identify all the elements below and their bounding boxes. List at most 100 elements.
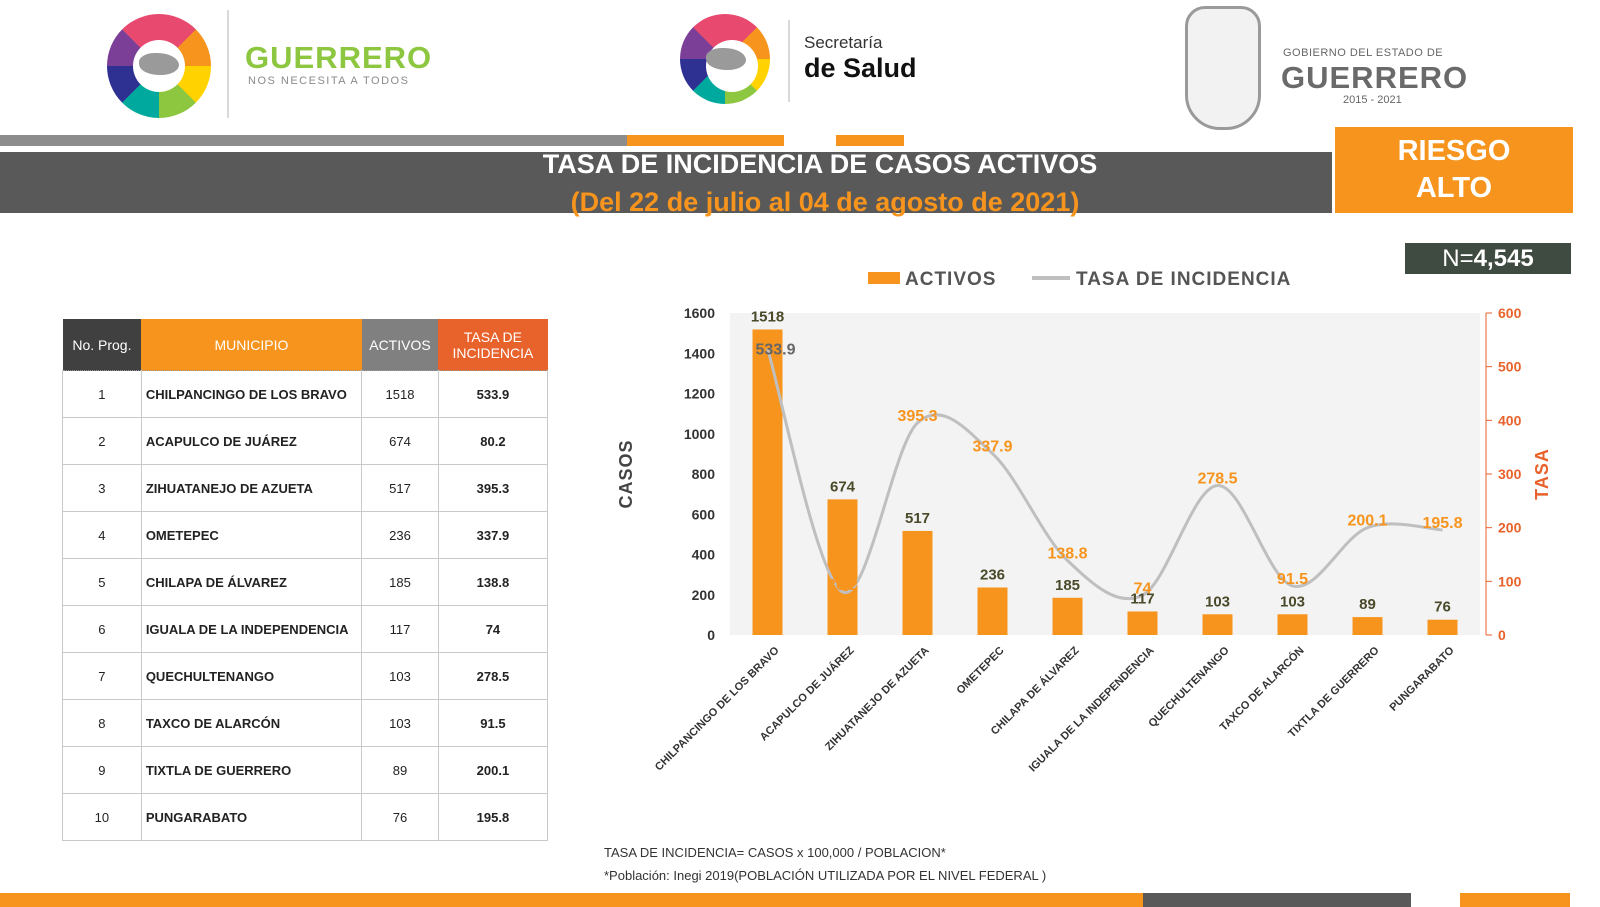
row-activos: 185	[361, 558, 439, 606]
rate-value-label: 138.8	[1047, 546, 1087, 563]
bar-value-label: 1518	[751, 309, 784, 326]
bar-activos	[1127, 611, 1158, 635]
top-stripe-orange-1	[627, 135, 784, 146]
row-number: 7	[62, 652, 142, 700]
rate-value-label: 278.5	[1197, 471, 1237, 488]
y-tick-label: 600	[692, 506, 716, 522]
header-tasa: TASA DE INCIDENCIA	[438, 319, 548, 371]
row-activos: 517	[361, 464, 439, 512]
row-activos: 89	[361, 746, 439, 794]
row-tasa: 200.1	[437, 746, 549, 794]
row-tasa: 91.5	[437, 699, 549, 747]
row-number: 2	[62, 417, 142, 465]
x-category-label: IGUALA DE LA INDEPENDENCIA	[1027, 645, 1157, 775]
bar-value-label: 236	[980, 567, 1005, 584]
row-number: 3	[62, 464, 142, 512]
table-row: 3 ZIHUATANEJO DE AZUETA 517 395.3	[62, 464, 549, 512]
bar-activos	[902, 530, 933, 635]
row-tasa: 337.9	[437, 511, 549, 559]
row-municipio: ZIHUATANEJO DE AZUETA	[140, 464, 363, 512]
rate-value-label: 74	[1134, 580, 1152, 597]
row-number: 10	[62, 793, 142, 841]
x-category-label: CHILAPA DE ÁLVAREZ	[988, 644, 1082, 738]
y-tick-label: 1400	[684, 345, 715, 361]
y-tick-label: 1200	[684, 386, 715, 402]
y-tick-label: 0	[707, 627, 715, 643]
legend-label-tasa: TASA DE INCIDENCIA	[1076, 269, 1291, 290]
salud-divider	[788, 20, 790, 102]
row-municipio: IGUALA DE LA INDEPENDENCIA	[140, 605, 363, 653]
bar-value-label: 103	[1205, 593, 1230, 610]
header-divider	[227, 10, 229, 118]
row-activos: 117	[361, 605, 439, 653]
bar-activos	[977, 587, 1008, 635]
row-number: 5	[62, 558, 142, 606]
y-tick-label: 1000	[684, 426, 715, 442]
salud-map-icon	[706, 48, 746, 70]
risk-line1: RIESGO	[1397, 135, 1511, 167]
row-tasa: 80.2	[437, 417, 549, 465]
table-row: 6 IGUALA DE LA INDEPENDENCIA 117 74	[62, 605, 549, 653]
row-municipio: OMETEPEC	[140, 511, 363, 559]
total-value: 4,545	[1473, 245, 1534, 272]
row-activos: 103	[361, 699, 439, 747]
y-tick-label: 800	[692, 466, 716, 482]
y-right-axis-title: TASA	[1532, 448, 1552, 500]
row-number: 1	[62, 370, 142, 418]
bar-value-label: 103	[1280, 593, 1305, 610]
table-row: 4 OMETEPEC 236 337.9	[62, 511, 549, 559]
row-municipio: TIXTLA DE GUERRERO	[140, 746, 363, 794]
title-banner	[0, 152, 1332, 213]
row-number: 9	[62, 746, 142, 794]
page-subtitle: (Del 22 de julio al 04 de agosto de 2021…	[570, 187, 1080, 217]
bottom-stripe-grey	[1143, 893, 1411, 907]
row-tasa: 74	[437, 605, 549, 653]
row-number: 6	[62, 605, 142, 653]
row-activos: 103	[361, 652, 439, 700]
bar-value-label: 517	[905, 510, 930, 527]
rate-value-label: 91.5	[1277, 571, 1308, 588]
x-category-label: OMETEPEC	[954, 645, 1006, 697]
y-tick-label: 400	[692, 547, 716, 563]
rate-value-label: 395.3	[897, 408, 937, 425]
rate-value-label: 533.9	[755, 341, 795, 358]
header-municipio: MUNICIPIO	[141, 319, 362, 371]
guerrero-slogan: NOS NECESITA A TODOS	[248, 75, 410, 87]
rate-value-label: 80.2	[827, 577, 858, 594]
municipality-table: No. Prog. MUNICIPIO ACTIVOS TASA DE INCI…	[62, 319, 549, 841]
table-row: 9 TIXTLA DE GUERRERO 89 200.1	[62, 746, 549, 794]
bar-activos	[827, 499, 858, 635]
row-municipio: QUECHULTENANGO	[140, 652, 363, 700]
table-body: 1 CHILPANCINGO DE LOS BRAVO 1518 533.9 2 ACAP…	[62, 370, 549, 841]
bar-value-label: 185	[1055, 577, 1080, 594]
row-municipio: TAXCO DE ALARCÓN	[140, 699, 363, 747]
footnote-source: *Población: Inegi 2019(POBLACIÓN UTILIZA…	[604, 868, 1047, 883]
row-tasa: 195.8	[437, 793, 549, 841]
guerrero-brand: GUERRERO	[245, 40, 433, 75]
bar-activos	[1202, 614, 1233, 635]
risk-badge: RIESGO ALTO	[1335, 127, 1573, 213]
table-row: 1 CHILPANCINGO DE LOS BRAVO 1518 533.9	[62, 370, 549, 418]
state-coat-of-arms-icon	[1185, 6, 1261, 130]
row-activos: 1518	[361, 370, 439, 418]
row-activos: 236	[361, 511, 439, 559]
rate-value-label: 337.9	[972, 439, 1012, 456]
row-number: 8	[62, 699, 142, 747]
table-header-row: No. Prog. MUNICIPIO ACTIVOS TASA DE INCI…	[62, 319, 548, 371]
bottom-stripe-orange-2	[1460, 893, 1570, 907]
state-map-icon	[139, 53, 179, 75]
row-tasa: 138.8	[437, 558, 549, 606]
bar-value-label: 76	[1434, 599, 1451, 616]
total-label: N=	[1442, 245, 1474, 272]
y-axis-title: CASOS	[616, 439, 636, 508]
footnote-formula: TASA DE INCIDENCIA= CASOS x 100,000 / PO…	[604, 845, 946, 860]
table-row: 7 QUECHULTENANGO 103 278.5	[62, 652, 549, 700]
x-category-label: CHILPANCINGO DE LOS BRAVO	[653, 644, 782, 773]
bar-activos	[1277, 614, 1308, 635]
x-category-label: QUECHULTENANGO	[1146, 644, 1232, 730]
risk-line2: ALTO	[1415, 172, 1493, 204]
bar-activos	[1352, 617, 1383, 635]
bar-value-label: 674	[830, 478, 856, 495]
row-number: 4	[62, 511, 142, 559]
table-row: 5 CHILAPA DE ÁLVAREZ 185 138.8	[62, 558, 549, 606]
